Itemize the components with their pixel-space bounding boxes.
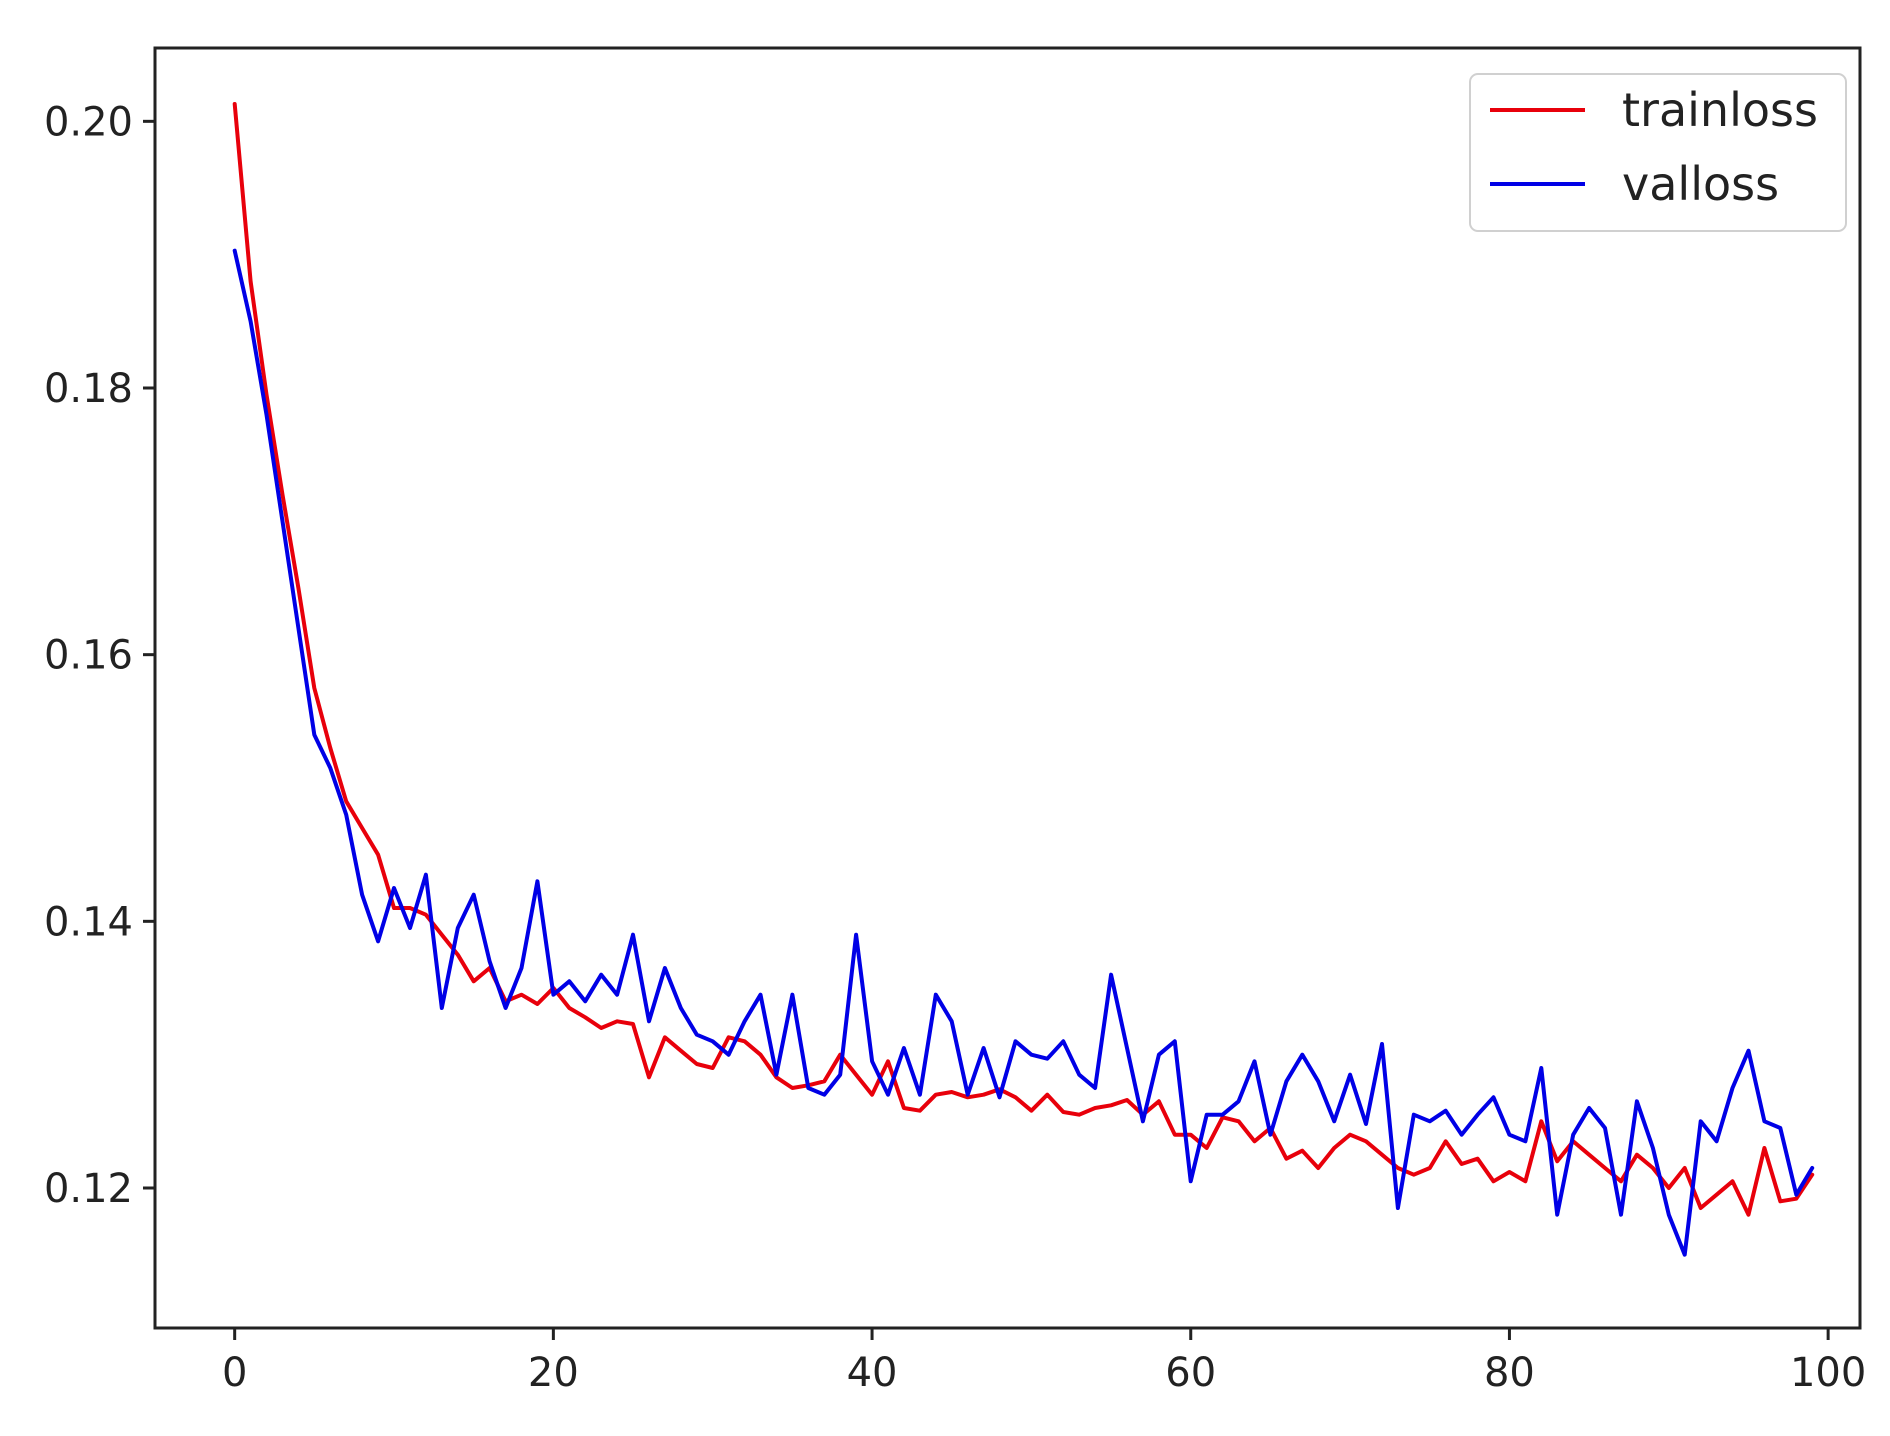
y-tick-label: 0.20	[44, 99, 133, 145]
x-tick-label: 100	[1790, 1350, 1866, 1396]
x-tick-label: 20	[528, 1350, 579, 1396]
series-line-valloss	[232, 248, 1815, 1257]
legend: trainloss valloss	[1469, 73, 1847, 232]
y-tick-label: 0.16	[44, 633, 133, 679]
y-tick-label: 0.12	[44, 1166, 133, 1212]
x-axis: 0 20 40 60 80 100	[222, 1328, 1866, 1396]
x-tick-label: 80	[1484, 1350, 1535, 1396]
plot-lines	[232, 102, 1815, 1257]
x-tick-label: 60	[1165, 1350, 1216, 1396]
y-tick-label: 0.18	[44, 366, 133, 412]
y-tick-label: 0.14	[44, 899, 133, 945]
plot-area-frame	[153, 46, 1862, 1330]
legend-label-trainloss: trainloss	[1622, 83, 1818, 137]
legend-label-valloss: valloss	[1622, 157, 1779, 211]
x-tick-label: 0	[222, 1350, 247, 1396]
x-tick-label: 40	[847, 1350, 898, 1396]
legend-box	[1469, 73, 1847, 232]
y-axis: 0.12 0.14 0.16 0.18 0.20	[44, 99, 155, 1212]
